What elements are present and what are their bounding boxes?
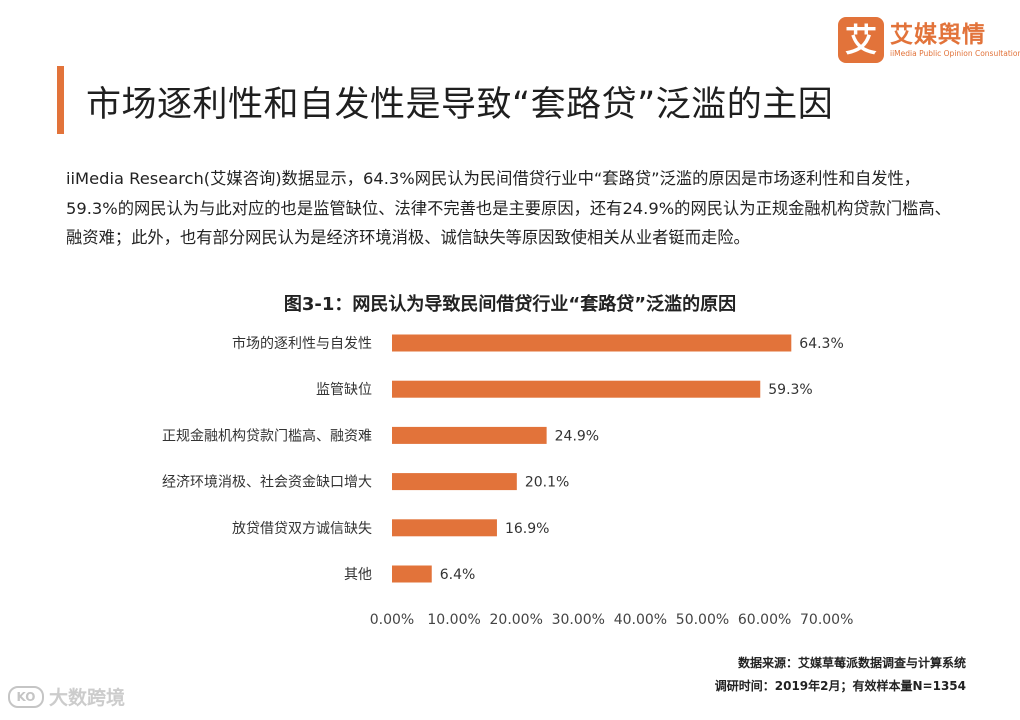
data-label: 64.3% [799, 336, 843, 352]
data-label: 24.9% [555, 428, 599, 444]
watermark-text: 大数跨境 [49, 687, 126, 709]
x-tick-label: 20.00% [490, 612, 543, 628]
data-label: 20.1% [525, 475, 569, 491]
logo-text: 艾媒舆情 iiMedia Public Opinion Consultation [890, 22, 1020, 59]
survey-info: 调研时间：2019年2月；有效样本量N=1354 [714, 679, 966, 693]
logo-subtitle: iiMedia Public Opinion Consultation [890, 48, 1020, 58]
bar [392, 565, 432, 583]
x-tick-label: 0.00% [370, 612, 414, 628]
data-source: 数据来源：艾媒草莓派数据调查与计算系统 [737, 656, 966, 670]
category-label: 经济环境消极、社会资金缺口增大 [162, 475, 372, 491]
data-label: 59.3% [768, 382, 812, 398]
category-label: 正规金融机构贷款门槛高、融资难 [162, 427, 372, 444]
x-tick-label: 30.00% [552, 612, 605, 628]
bar [392, 426, 547, 444]
logo-name: 艾媒舆情 [890, 21, 986, 48]
chart-title: 图3-1：网民认为导致民间借贷行业“套路贷”泛滥的原因 [283, 294, 737, 315]
title-accent-bar [57, 66, 64, 134]
brand-logo: 艾 艾媒舆情 iiMedia Public Opinion Consultati… [838, 17, 1020, 63]
logo-icon: 艾 [838, 17, 884, 63]
data-label: 6.4% [440, 567, 476, 583]
x-tick-label: 60.00% [738, 612, 791, 628]
category-label: 市场的逐利性与自发性 [232, 335, 372, 352]
x-tick-label: 50.00% [676, 612, 729, 628]
watermark-icon: KO [8, 685, 44, 708]
category-label: 其他 [344, 567, 372, 583]
x-tick-label: 40.00% [614, 612, 667, 628]
watermark: KO 大数跨境 [8, 683, 125, 710]
x-tick-label: 70.00% [800, 612, 853, 628]
category-label: 监管缺位 [316, 382, 372, 398]
x-tick-label: 10.00% [427, 612, 480, 628]
bar [392, 519, 497, 537]
category-label: 放贷借贷双方诚信缺失 [232, 521, 372, 537]
data-label: 16.9% [505, 521, 549, 537]
bar [392, 473, 517, 491]
bar [392, 380, 761, 398]
intro-paragraph: iiMedia Research(艾媒咨询)数据显示，64.3%网民认为民间借贷… [66, 169, 951, 247]
bar [392, 334, 792, 352]
page-title: 市场逐利性和自发性是导致“套路贷”泛滥的主因 [86, 85, 834, 125]
